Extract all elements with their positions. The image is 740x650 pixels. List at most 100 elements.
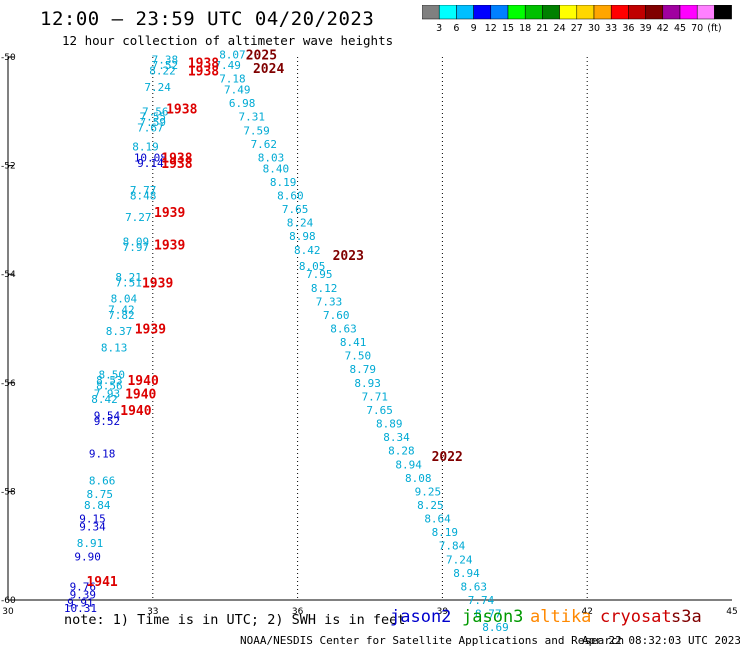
footer-organization: NOAA/NESDIS Center for Satellite Applica… — [240, 634, 625, 647]
colorbar-label: 6 — [453, 23, 459, 34]
wave-height-label: 8.50 — [99, 369, 126, 382]
wave-height-label: 7.77 — [130, 184, 157, 197]
wave-height-label: 10.08 — [134, 151, 167, 164]
wave-height-label: 8.04 — [111, 293, 138, 306]
colorbar-label: 24 — [554, 23, 566, 34]
wave-height-label: 8.91 — [77, 537, 104, 550]
wave-height-label: 9.52 — [94, 415, 121, 428]
legend-altika: altika — [530, 607, 592, 627]
wave-height-label: 7.74 — [468, 594, 495, 607]
colorbar-label: 45 — [674, 23, 686, 34]
legend-s3a: s3a — [671, 607, 702, 627]
wave-height-label: 7.67 — [137, 122, 164, 135]
y-tick-label: -52 — [1, 162, 16, 172]
wave-height-label: 9.91 — [67, 597, 94, 610]
pass-time-label: 1939 — [154, 206, 185, 221]
wave-height-label: 7.50 — [345, 350, 372, 363]
pass-time-label: 2023 — [333, 249, 364, 264]
colorbar-label: 21 — [536, 23, 548, 34]
y-tick-label: -56 — [1, 379, 16, 389]
wave-height-label: 8.37 — [106, 325, 133, 338]
x-tick-label: 39 — [437, 607, 449, 617]
wave-height-label: 8.63 — [330, 323, 357, 336]
wave-height-label: 7.65 — [282, 203, 309, 216]
pass-time-label: 1939 — [142, 276, 173, 291]
wave-height-label: 7.56 — [142, 105, 169, 118]
wave-height-label: 7.55 — [140, 111, 167, 124]
wave-height-label: 7.62 — [251, 138, 278, 151]
pass-time-label: 1940 — [120, 404, 151, 419]
wave-height-label: 8.28 — [388, 445, 415, 458]
wave-height-label: 8.21 — [115, 271, 142, 284]
wave-height-label: 8.66 — [89, 475, 116, 488]
wave-height-label: 8.41 — [340, 336, 367, 349]
wave-height-label: 7.52 — [152, 59, 179, 72]
wave-height-label: 7.49 — [224, 84, 251, 97]
pass-time-label: 1939 — [154, 238, 185, 253]
x-tick-label: 36 — [292, 607, 304, 617]
wave-height-label: 8.24 — [287, 217, 314, 230]
wave-height-label: 10.31 — [64, 602, 97, 615]
wave-height-label: 7.38 — [152, 54, 179, 67]
x-tick-label: 42 — [581, 607, 592, 617]
colorbar-label: 9 — [471, 23, 477, 34]
wave-height-label: 7.71 — [362, 390, 389, 403]
wave-height-label: 7.49 — [214, 59, 241, 72]
legend-jason3: jason3 — [462, 607, 524, 627]
wave-height-label: 8.13 — [101, 342, 128, 355]
wave-height-label: 8.94 — [453, 567, 480, 580]
footer-note: note: 1) Time is in UTC; 2) SWH is in fe… — [64, 612, 406, 628]
wave-height-label: 8.42 — [294, 244, 321, 257]
colorbar-label: 36 — [622, 23, 634, 34]
wave-height-label: 7.65 — [366, 404, 393, 417]
wave-height-label: 9.34 — [79, 521, 106, 534]
pass-time-label: 2025 — [246, 48, 277, 63]
wave-height-label: 8.53 — [96, 374, 123, 387]
wave-height-label: 8.48 — [130, 189, 157, 202]
wave-height-label: 8.34 — [383, 431, 410, 444]
pass-time-label: 2022 — [432, 450, 463, 465]
colorbar-label: 3 — [436, 23, 442, 34]
wave-height-label: 7.60 — [323, 309, 350, 322]
wave-height-label: 6.98 — [229, 97, 256, 110]
y-tick-label: -60 — [1, 596, 16, 606]
pass-time-label: 1939 — [135, 323, 166, 338]
colorbar-label: 12 — [485, 23, 497, 34]
page-title: 12:00 — 23:59 UTC 04/20/2023 — [40, 8, 375, 30]
wave-height-label: 8.42 — [91, 393, 118, 406]
wave-height-label: 7.27 — [125, 211, 152, 224]
wave-height-label: 7.24 — [446, 553, 473, 566]
pass-time-label: 2024 — [253, 62, 284, 77]
wave-height-label: 7.33 — [316, 295, 343, 308]
wave-height-label: 7.93 — [94, 388, 121, 401]
wave-height-label: 7.24 — [144, 81, 171, 94]
wave-height-label: 7.59 — [140, 116, 167, 129]
wave-height-label: 8.63 — [461, 580, 488, 593]
legend-jason2: jason2 — [390, 607, 452, 627]
wave-height-label: 8.77 — [475, 608, 502, 621]
x-tick-label: 33 — [147, 607, 158, 617]
x-tick-label: 30 — [2, 607, 14, 617]
wave-height-label: 8.12 — [311, 282, 338, 295]
wave-height-label: 8.79 — [350, 363, 377, 376]
wave-height-label: 7.97 — [123, 241, 150, 254]
wave-height-label: 8.89 — [376, 418, 403, 431]
wave-height-label: 9.54 — [94, 409, 121, 422]
colorbar-swatch — [714, 5, 732, 20]
wave-height-label: 8.64 — [424, 513, 451, 526]
colorbar-label: 15 — [502, 23, 514, 34]
wave-height-label: 8.69 — [482, 621, 509, 634]
wave-height-label: 7.82 — [108, 309, 135, 322]
wave-height-label: 9.90 — [74, 551, 101, 564]
wave-height-label: 8.22 — [149, 65, 176, 78]
wave-height-label: 7.42 — [108, 303, 135, 316]
wave-height-label: 8.08 — [405, 472, 432, 485]
wave-height-label: 7.95 — [306, 268, 333, 281]
wave-height-label: 9.76 — [70, 580, 97, 593]
wave-height-label: 9.14 — [137, 157, 164, 170]
colorbar-label: 18 — [519, 23, 531, 34]
colorbar-label: 39 — [640, 23, 652, 34]
pass-time-label: 1941 — [86, 575, 117, 590]
wave-height-label: 7.18 — [219, 73, 246, 86]
